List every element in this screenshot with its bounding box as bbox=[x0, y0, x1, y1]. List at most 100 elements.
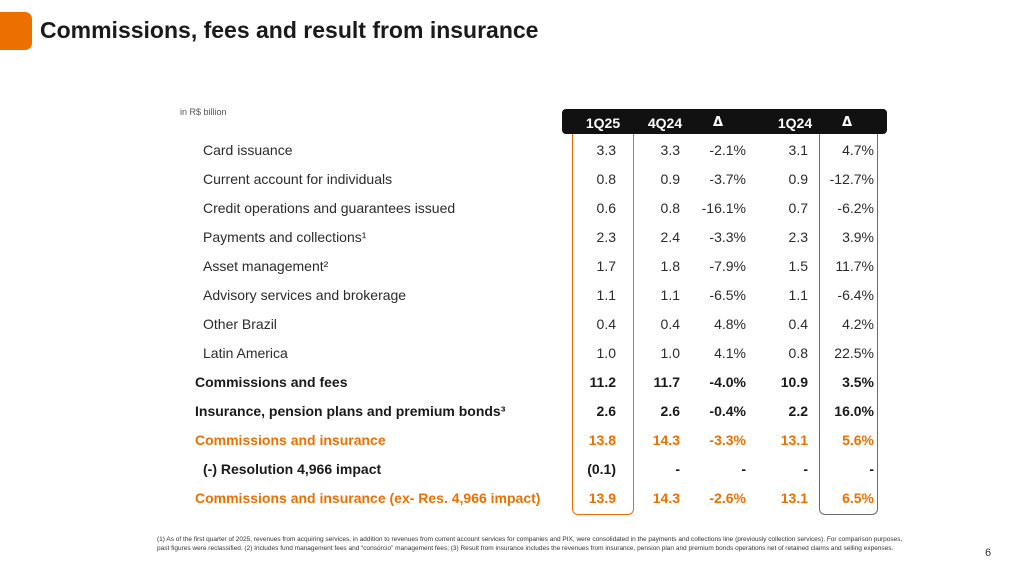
page-number: 6 bbox=[985, 547, 992, 559]
row-value: 1.1 bbox=[660, 287, 680, 303]
row-value: 11.7 bbox=[653, 374, 680, 390]
table-row: Asset management² 1.7 1.8 -7.9% 1.5 11.7% bbox=[0, 252, 1019, 281]
row-value: 11.2 bbox=[589, 374, 616, 390]
row-value: 3.1 bbox=[788, 142, 808, 158]
row-value: 1.1 bbox=[596, 287, 616, 303]
row-value: 22.5% bbox=[834, 345, 874, 361]
row-label: Other Brazil bbox=[203, 316, 277, 332]
row-value: -2.1% bbox=[709, 142, 746, 158]
row-value: 3.3 bbox=[596, 142, 616, 158]
row-value: 2.6 bbox=[660, 403, 680, 419]
row-value: 0.7 bbox=[788, 200, 808, 216]
row-label: Asset management² bbox=[203, 258, 329, 274]
footnote: (1) As of the first quarter of 2025, rev… bbox=[157, 536, 903, 552]
row-value: -3.3% bbox=[709, 432, 746, 448]
row-value: 1.7 bbox=[596, 258, 616, 274]
row-label: Current account for individuals bbox=[203, 171, 393, 187]
row-value: 0.9 bbox=[660, 171, 680, 187]
header-1q24: 1Q24 bbox=[777, 115, 813, 131]
row-value: -0.4% bbox=[709, 403, 746, 419]
row-value: 10.9 bbox=[780, 374, 808, 390]
table-row: Advisory services and brokerage 1.1 1.1 -6.… bbox=[0, 281, 1019, 310]
table-row: Commissions and fees 11.2 11.7 -4.0% 10.9 3.5… bbox=[0, 368, 1019, 397]
row-value: -16.1% bbox=[701, 200, 746, 216]
row-value: -6.5% bbox=[709, 287, 746, 303]
row-value: 13.8 bbox=[588, 432, 616, 448]
row-value: 3.9% bbox=[842, 229, 874, 245]
row-value: 2.4 bbox=[660, 229, 680, 245]
row-value: -6.4% bbox=[837, 287, 874, 303]
table-row: (-) Resolution 4,966 impact (0.1) - - - - bbox=[0, 455, 1019, 484]
row-label: Card issuance bbox=[203, 142, 293, 158]
row-value: 0.8 bbox=[596, 171, 616, 187]
row-value: 1.0 bbox=[596, 345, 616, 361]
row-value: 13.1 bbox=[780, 490, 808, 506]
page-title: Commissions, fees and result from insura… bbox=[40, 17, 539, 43]
table-header-bar bbox=[562, 109, 887, 134]
header-1q25: 1Q25 bbox=[585, 115, 621, 131]
row-value: 11.7% bbox=[835, 258, 874, 274]
row-value: 0.4 bbox=[660, 316, 680, 332]
row-value: 2.3 bbox=[596, 229, 616, 245]
row-label: Latin America bbox=[203, 345, 288, 361]
row-value: 16.0% bbox=[834, 403, 874, 419]
column-highlight-1q25 bbox=[572, 134, 634, 515]
row-value: 0.4 bbox=[788, 316, 808, 332]
table-row: Latin America 1.0 1.0 4.1% 0.8 22.5% bbox=[0, 339, 1019, 368]
header-delta-year: Δ bbox=[841, 115, 853, 130]
row-value: - bbox=[741, 461, 746, 477]
row-value: 1.0 bbox=[660, 345, 680, 361]
row-value: - bbox=[869, 461, 874, 477]
row-value: -7.9% bbox=[709, 258, 746, 274]
row-value: -3.7% bbox=[709, 171, 746, 187]
row-value: -6.2% bbox=[837, 200, 874, 216]
row-label: Commissions and insurance (ex- Res. 4,96… bbox=[195, 490, 541, 506]
table-row: Credit operations and guarantees issued 0… bbox=[0, 194, 1019, 223]
row-value: 3.5% bbox=[842, 374, 874, 390]
row-value: 1.8 bbox=[660, 258, 680, 274]
table-row: Current account for individuals 0.8 0.9 -3.… bbox=[0, 165, 1019, 194]
row-label: Credit operations and guarantees issued bbox=[203, 200, 456, 216]
row-value: 4.1% bbox=[714, 345, 746, 361]
table-row: Payments and collections¹ 2.3 2.4 -3.3% 2.3 3… bbox=[0, 223, 1019, 252]
row-value: -4.0% bbox=[709, 374, 746, 390]
row-value: 5.6% bbox=[842, 432, 874, 448]
table-row: Card issuance 3.3 3.3 -2.1% 3.1 4.7% bbox=[0, 136, 1019, 165]
row-value: 2.2 bbox=[788, 403, 808, 419]
row-value: -2.6% bbox=[709, 490, 746, 506]
header-4q24: 4Q24 bbox=[647, 115, 683, 131]
table-row: Insurance, pension plans and premium bon… bbox=[0, 397, 1019, 426]
table-row: Other Brazil 0.4 0.4 4.8% 0.4 4.2% bbox=[0, 310, 1019, 339]
row-value: 13.9 bbox=[588, 490, 616, 506]
row-value: 0.9 bbox=[788, 171, 808, 187]
header-delta-quarter: Δ bbox=[712, 115, 724, 130]
row-value: 0.6 bbox=[596, 200, 616, 216]
row-label: Insurance, pension plans and premium bon… bbox=[195, 403, 506, 419]
table-row: Commissions and insurance (ex- Res. 4,96… bbox=[0, 484, 1019, 513]
row-value: 0.4 bbox=[596, 316, 616, 332]
row-value: 3.3 bbox=[660, 142, 680, 158]
row-value: 0.8 bbox=[788, 345, 808, 361]
row-label: Commissions and insurance bbox=[195, 432, 386, 448]
unit-label: in R$ billion bbox=[180, 107, 227, 117]
accent-block bbox=[0, 12, 32, 50]
row-value: 2.3 bbox=[788, 229, 808, 245]
row-value: 2.6 bbox=[596, 403, 616, 419]
row-value: 13.1 bbox=[780, 432, 808, 448]
row-value: -3.3% bbox=[709, 229, 746, 245]
row-value: 14.3 bbox=[652, 432, 680, 448]
row-label: Commissions and fees bbox=[195, 374, 348, 390]
row-value: -12.7% bbox=[829, 171, 874, 187]
row-label: (-) Resolution 4,966 impact bbox=[203, 461, 382, 477]
row-value: 4.2% bbox=[842, 316, 874, 332]
row-value: 4.8% bbox=[714, 316, 746, 332]
row-value: 1.5 bbox=[788, 258, 808, 274]
row-value: - bbox=[675, 461, 680, 477]
row-label: Payments and collections¹ bbox=[203, 229, 367, 245]
row-value: 0.8 bbox=[660, 200, 680, 216]
row-value: - bbox=[803, 461, 808, 477]
column-box-delta-year bbox=[819, 134, 878, 515]
row-value: 6.5% bbox=[842, 490, 874, 506]
row-value: (0.1) bbox=[587, 461, 616, 477]
row-value: 14.3 bbox=[652, 490, 680, 506]
